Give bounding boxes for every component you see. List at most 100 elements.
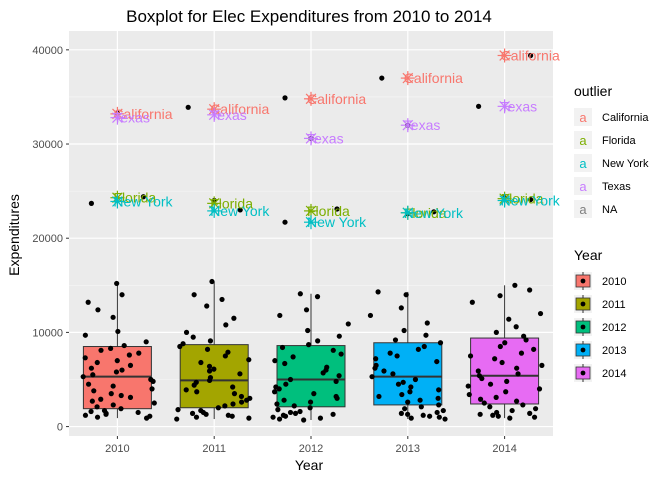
data-point: [238, 393, 245, 400]
data-point: [287, 409, 294, 416]
outlier-label: Florida: [404, 205, 447, 221]
data-point: [537, 310, 544, 317]
data-point: [465, 383, 471, 389]
data-point: [345, 321, 351, 327]
y-tick-label: 40000: [32, 45, 63, 57]
outlier-star-stroke: [208, 205, 220, 217]
data-point: [338, 351, 344, 357]
data-point: [244, 397, 250, 403]
outlier-star-stroke: [112, 196, 123, 207]
outlier-label: California: [210, 101, 269, 117]
data-point: [417, 397, 423, 403]
outlier-label: Texas: [307, 130, 344, 146]
x-tick-label: 2012: [299, 443, 323, 455]
data-point: [476, 103, 482, 109]
data-point: [408, 415, 414, 421]
data-point: [282, 360, 288, 367]
data-point: [394, 353, 400, 359]
outlier-star-stroke: [499, 195, 510, 206]
box-2011: [179, 344, 249, 409]
data-point: [121, 342, 127, 349]
outlier-star-stroke: [112, 112, 123, 123]
outlier-marker: [207, 107, 222, 122]
outlier-star-stroke: [305, 205, 317, 217]
data-point: [211, 366, 217, 372]
data-point: [381, 368, 387, 374]
data-point: [282, 219, 288, 225]
data-point: [518, 350, 525, 356]
data-point: [499, 359, 505, 366]
outlier-marker: [400, 118, 415, 133]
y-axis-title: Expenditures: [6, 194, 22, 276]
data-point: [110, 383, 116, 389]
data-point: [238, 399, 245, 405]
legend-key-glyph: a: [579, 110, 587, 125]
outlier-star-stroke: [305, 216, 317, 228]
data-point: [330, 411, 336, 417]
data-point: [495, 413, 501, 419]
outlier-star-stroke: [305, 133, 317, 144]
data-point: [206, 363, 213, 369]
data-point: [490, 412, 496, 418]
data-point: [119, 292, 125, 298]
points-layer: [80, 52, 545, 423]
data-point: [303, 307, 310, 313]
data-point: [379, 75, 385, 81]
outlier-label: California: [404, 70, 463, 86]
data-point: [223, 322, 229, 328]
legend-key-bg: [574, 108, 592, 126]
data-point: [436, 387, 442, 393]
data-point: [421, 343, 427, 350]
legend-key-bg: [574, 131, 592, 149]
data-point: [297, 408, 303, 415]
outlier-label: Florida: [210, 195, 253, 211]
data-point: [523, 337, 529, 343]
data-point: [91, 388, 97, 394]
data-point: [415, 346, 421, 352]
data-point: [191, 382, 197, 388]
data-point: [520, 402, 526, 408]
data-point: [191, 292, 197, 298]
data-point: [434, 409, 440, 416]
data-point: [531, 414, 538, 420]
outlier-star-stroke: [402, 207, 414, 219]
data-point: [108, 391, 114, 397]
data-point: [440, 407, 446, 414]
data-point: [431, 209, 437, 215]
data-point: [114, 280, 120, 287]
data-point: [334, 395, 340, 401]
data-point: [507, 415, 513, 421]
legend-entry-label: 2014: [602, 368, 626, 380]
data-point: [103, 411, 109, 417]
x-tick-label: 2014: [492, 443, 516, 455]
data-point: [85, 299, 91, 305]
data-point: [143, 415, 150, 421]
legend-key-bg: [574, 177, 592, 195]
data-point: [237, 371, 243, 377]
data-point: [434, 358, 440, 365]
data-point: [114, 358, 120, 364]
legend-entry-label: Florida: [602, 135, 637, 147]
data-point: [119, 367, 125, 373]
data-point: [88, 408, 94, 415]
data-point: [503, 389, 509, 395]
y-tick-label: 10000: [32, 327, 63, 339]
data-point: [527, 287, 533, 293]
data-point: [403, 292, 409, 298]
data-point: [405, 399, 411, 405]
data-point: [398, 305, 404, 311]
data-point: [477, 396, 484, 402]
data-point: [126, 352, 132, 358]
legend-key-bg: [574, 200, 592, 218]
data-point: [94, 404, 100, 410]
data-point: [283, 381, 289, 387]
data-point: [513, 324, 519, 330]
outlier-label: Texas: [501, 98, 538, 114]
data-point: [194, 389, 200, 395]
data-point: [270, 414, 276, 420]
legend-entry-label: 2010: [602, 276, 626, 288]
data-point: [390, 371, 396, 377]
legend-entry-label: NA: [602, 204, 618, 216]
data-point: [418, 404, 424, 410]
